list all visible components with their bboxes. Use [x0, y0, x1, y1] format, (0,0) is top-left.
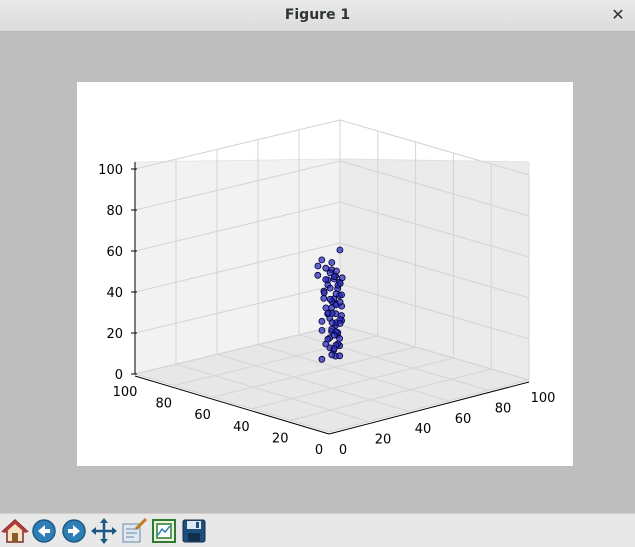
- grid-line: [134, 160, 341, 211]
- grid-line: [173, 335, 378, 387]
- grid-line: [134, 119, 341, 170]
- scatter-point: [326, 295, 334, 303]
- scatter-point: [326, 284, 334, 292]
- save-icon: [182, 519, 206, 543]
- scatter-point: [336, 352, 344, 360]
- figure-canvas-area[interactable]: 0 20 40 60 80 100 100 80 60 40 20 0 0 20 40 60 80 100: [0, 32, 635, 513]
- grid-line: [212, 346, 416, 398]
- grid-line: [339, 242, 530, 299]
- x-tick-label: 60: [455, 412, 472, 427]
- x-tick-label: 0: [339, 443, 347, 458]
- save-button[interactable]: [180, 517, 208, 545]
- window-titlebar: Figure 1 ✕: [0, 0, 635, 32]
- pan-button[interactable]: [90, 517, 118, 545]
- scatter-point: [322, 264, 330, 272]
- grid-line: [339, 324, 530, 381]
- back-button[interactable]: [30, 517, 58, 545]
- grid-line: [290, 368, 492, 421]
- grid-line: [134, 324, 341, 375]
- close-icon[interactable]: ✕: [611, 5, 625, 24]
- zoom-button[interactable]: [120, 517, 148, 545]
- scatter-point: [318, 326, 326, 334]
- x-tick-label: 40: [415, 422, 432, 437]
- scatter-point: [320, 294, 328, 302]
- grid-line: [134, 283, 341, 334]
- configure-subplots-button[interactable]: [150, 517, 178, 545]
- scatter-point: [318, 256, 326, 264]
- x-axis-line: [328, 381, 530, 435]
- back-arrow-icon: [32, 519, 56, 543]
- scatter-point: [318, 355, 326, 363]
- scatter-point: [332, 290, 340, 298]
- grid-line: [339, 160, 530, 217]
- grid-line: [134, 373, 330, 433]
- y-tick-label: 40: [233, 420, 250, 435]
- scatter-point: [330, 345, 338, 353]
- axis-ticks: 0 20 40 60 80 100 100 80 60 40 20 0 0 20 40 60 80 100: [98, 163, 555, 458]
- z-tick-label: 0: [115, 368, 123, 383]
- scatter-point: [324, 309, 332, 317]
- scatter-point: [328, 259, 336, 266]
- y-tick-label: 80: [156, 397, 173, 412]
- grid-line: [339, 201, 530, 258]
- scatter-points: [314, 246, 346, 363]
- grid-line: [298, 334, 490, 391]
- scatter-point: [338, 274, 346, 282]
- x-tick-label: 100: [531, 391, 556, 406]
- y-tick-label: 60: [194, 408, 211, 423]
- scatter-point: [336, 246, 344, 254]
- z-tick-label: 100: [98, 163, 123, 178]
- scatter-point: [336, 298, 344, 306]
- y-tick-label: 0: [315, 443, 323, 458]
- scatter-point: [328, 351, 336, 359]
- figure-canvas[interactable]: 0 20 40 60 80 100 100 80 60 40 20 0 0 20 40 60 80 100: [77, 82, 573, 466]
- grid-line: [175, 363, 370, 423]
- scatter-point: [318, 317, 326, 325]
- scatter-point: [336, 280, 344, 287]
- scatter-point: [330, 331, 338, 339]
- scatter-point: [336, 320, 344, 327]
- grid-line: [251, 357, 454, 410]
- y-axis-line: [134, 375, 330, 435]
- grid-line: [216, 353, 410, 412]
- scatter-point: [322, 340, 330, 348]
- 3d-scatter-plot[interactable]: 0 20 40 60 80 100 100 80 60 40 20 0 0 20 40 60 80 100: [77, 82, 573, 466]
- z-tick-label: 40: [106, 286, 123, 301]
- home-icon: [1, 518, 29, 543]
- scatter-point: [314, 262, 322, 270]
- grid-line: [339, 119, 530, 176]
- grid-line: [134, 201, 341, 252]
- grid-lines: [134, 119, 530, 433]
- scatter-point: [328, 319, 336, 327]
- zoom-icon: [122, 517, 148, 543]
- y-tick-label: 20: [272, 431, 289, 446]
- z-tick-label: 20: [106, 327, 123, 342]
- pan-icon: [91, 518, 117, 544]
- x-tick-label: 80: [495, 401, 512, 416]
- forward-button[interactable]: [60, 517, 88, 545]
- scatter-point: [326, 269, 334, 277]
- home-button[interactable]: [1, 517, 29, 545]
- navigation-toolbar: [0, 513, 635, 547]
- scatter-point: [338, 291, 346, 299]
- z-tick-label: 60: [106, 245, 123, 260]
- scatter-point: [320, 289, 328, 297]
- x-tick-label: 20: [375, 433, 392, 448]
- scatter-point: [332, 267, 340, 275]
- y-tick-label: 100: [113, 385, 138, 400]
- scatter-point: [314, 271, 322, 279]
- grid-line: [257, 344, 450, 402]
- grid-line: [328, 379, 530, 433]
- scatter-point: [322, 276, 330, 283]
- z-tick-label: 80: [106, 204, 123, 219]
- forward-arrow-icon: [62, 519, 86, 543]
- grid-line: [134, 242, 341, 293]
- grid-line: [339, 283, 530, 340]
- scatter-point: [330, 273, 338, 281]
- configure-subplots-icon: [152, 519, 176, 543]
- window-title: Figure 1: [284, 7, 351, 23]
